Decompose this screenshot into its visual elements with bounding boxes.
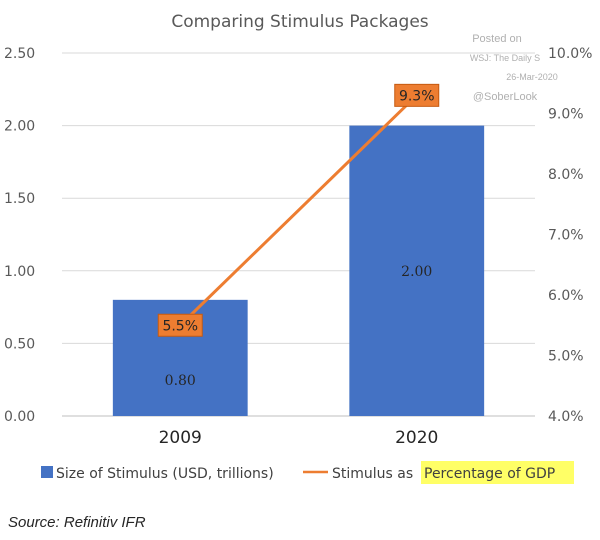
right-tick-label: 6.0%: [548, 288, 584, 304]
right-tick-label: 5.0%: [548, 349, 584, 365]
legend-line-label-highlight: Percentage of GDP: [424, 466, 555, 482]
watermark-line: Posted on: [472, 33, 522, 45]
chart-title: Comparing Stimulus Packages: [171, 12, 428, 32]
left-tick-label: 0.50: [4, 336, 35, 352]
point-label-box: [157, 313, 203, 337]
category-axis: 2009 2020: [159, 428, 439, 448]
right-axis: 4.0% 5.0% 6.0% 7.0% 8.0% 9.0% 10.0%: [548, 46, 592, 425]
watermark-line: @SoberLook: [473, 91, 538, 103]
legend-line-label: Stimulus as: [332, 466, 413, 482]
left-tick-label: 1.50: [4, 191, 35, 207]
right-tick-label: 9.0%: [548, 107, 584, 123]
left-tick-label: 0.00: [4, 409, 35, 425]
bar: [349, 125, 485, 416]
right-tick-label: 4.0%: [548, 409, 584, 425]
left-tick-label: 2.50: [4, 46, 35, 62]
legend-bar-swatch: [41, 466, 53, 478]
series-line: [179, 94, 418, 327]
watermark: Posted on WSJ: The Daily S 26-Mar-2020 @Sob…: [470, 33, 558, 103]
legend-line-label-prefix: Stimulus as: [332, 466, 413, 482]
category-label: 2009: [159, 428, 202, 448]
right-tick-label: 8.0%: [548, 167, 584, 183]
watermark-line: WSJ: The Daily S: [470, 53, 540, 63]
bar-value-label: 2.00: [401, 264, 432, 280]
point-label: 9.3%: [399, 88, 435, 104]
left-axis: 0.00 0.50 1.00 1.50 2.00 2.50: [4, 46, 35, 425]
right-tick-label: 7.0%: [548, 228, 584, 244]
legend: Size of Stimulus (USD, trillions) Stimul…: [41, 461, 574, 484]
bar-series: 0.80 2.00: [112, 125, 485, 416]
line-series: 5.5% 9.3%: [157, 83, 440, 337]
right-tick-label: 10.0%: [548, 46, 592, 62]
legend-highlight: [421, 461, 574, 484]
bar-value-label: 0.80: [165, 373, 196, 389]
category-label: 2020: [395, 428, 438, 448]
point-label-box: [394, 83, 440, 107]
legend-bar-label: Size of Stimulus (USD, trillions): [56, 466, 274, 482]
left-tick-label: 2.00: [4, 119, 35, 135]
point-label: 5.5%: [162, 318, 198, 334]
left-tick-label: 1.00: [4, 264, 35, 280]
source-note: Source: Refinitiv IFR: [8, 514, 146, 531]
watermark-line: 26-Mar-2020: [506, 72, 558, 82]
